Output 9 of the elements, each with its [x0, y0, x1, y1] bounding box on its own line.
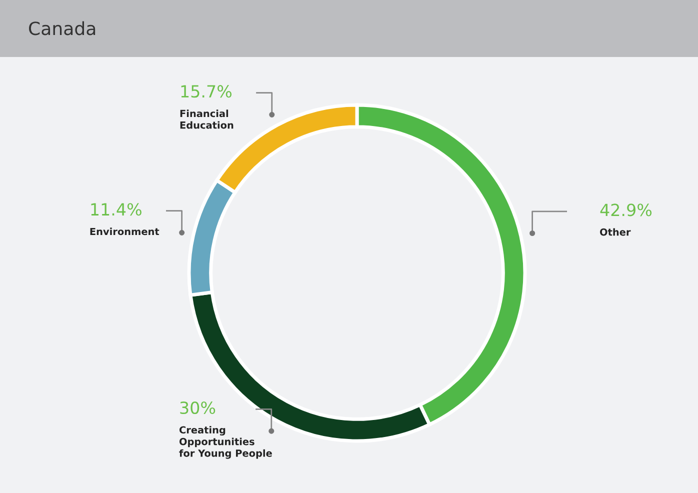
slice-label: Other [600, 228, 631, 236]
data-label: 42.9% [600, 204, 652, 216]
slice-label: Financial Education [180, 110, 234, 129]
slice-label: Creating Opportunities for Young People [179, 426, 272, 459]
slice-label: Environment [90, 228, 160, 236]
data-label: 15.7% [181, 85, 232, 98]
data-label: 30% [180, 401, 216, 414]
data-label: 11.4% [91, 203, 142, 216]
chart-title: Canada [29, 21, 96, 36]
